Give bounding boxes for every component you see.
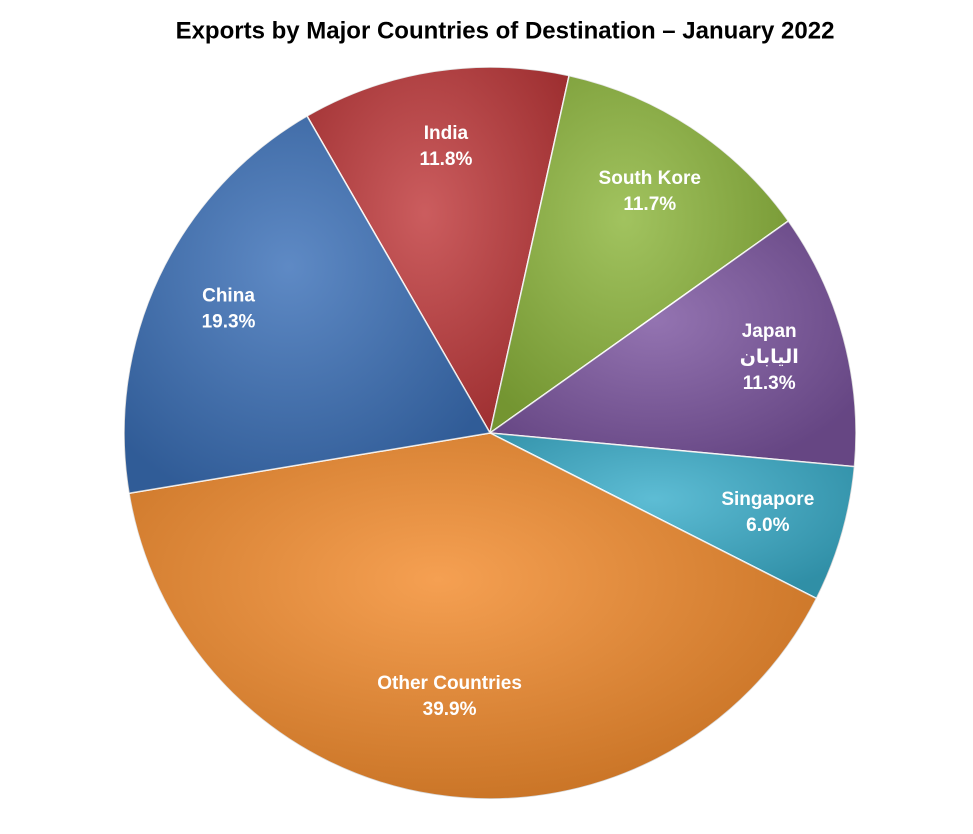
slice-label: Japan <box>742 321 797 342</box>
pie: India 11.8% South Kore 11.7% Japan اليابان 11.… <box>123 66 857 800</box>
value-label: 11.7% <box>623 194 676 215</box>
slice-annotation: اليابان <box>740 347 799 368</box>
value-label: 19.3% <box>202 312 256 333</box>
slice-label: South Kore <box>599 168 701 189</box>
slice-label: Singapore <box>721 489 814 510</box>
value-label: 11.8% <box>420 149 473 170</box>
slice-label: India <box>424 123 469 144</box>
value-label: 11.3% <box>743 373 796 394</box>
value-label: 39.9% <box>423 699 477 720</box>
slice-label: Other Countries <box>377 673 522 694</box>
chart-title: Exports by Major Countries of Destinatio… <box>176 17 835 44</box>
value-label: 6.0% <box>746 515 789 536</box>
slice-label: China <box>202 286 255 307</box>
